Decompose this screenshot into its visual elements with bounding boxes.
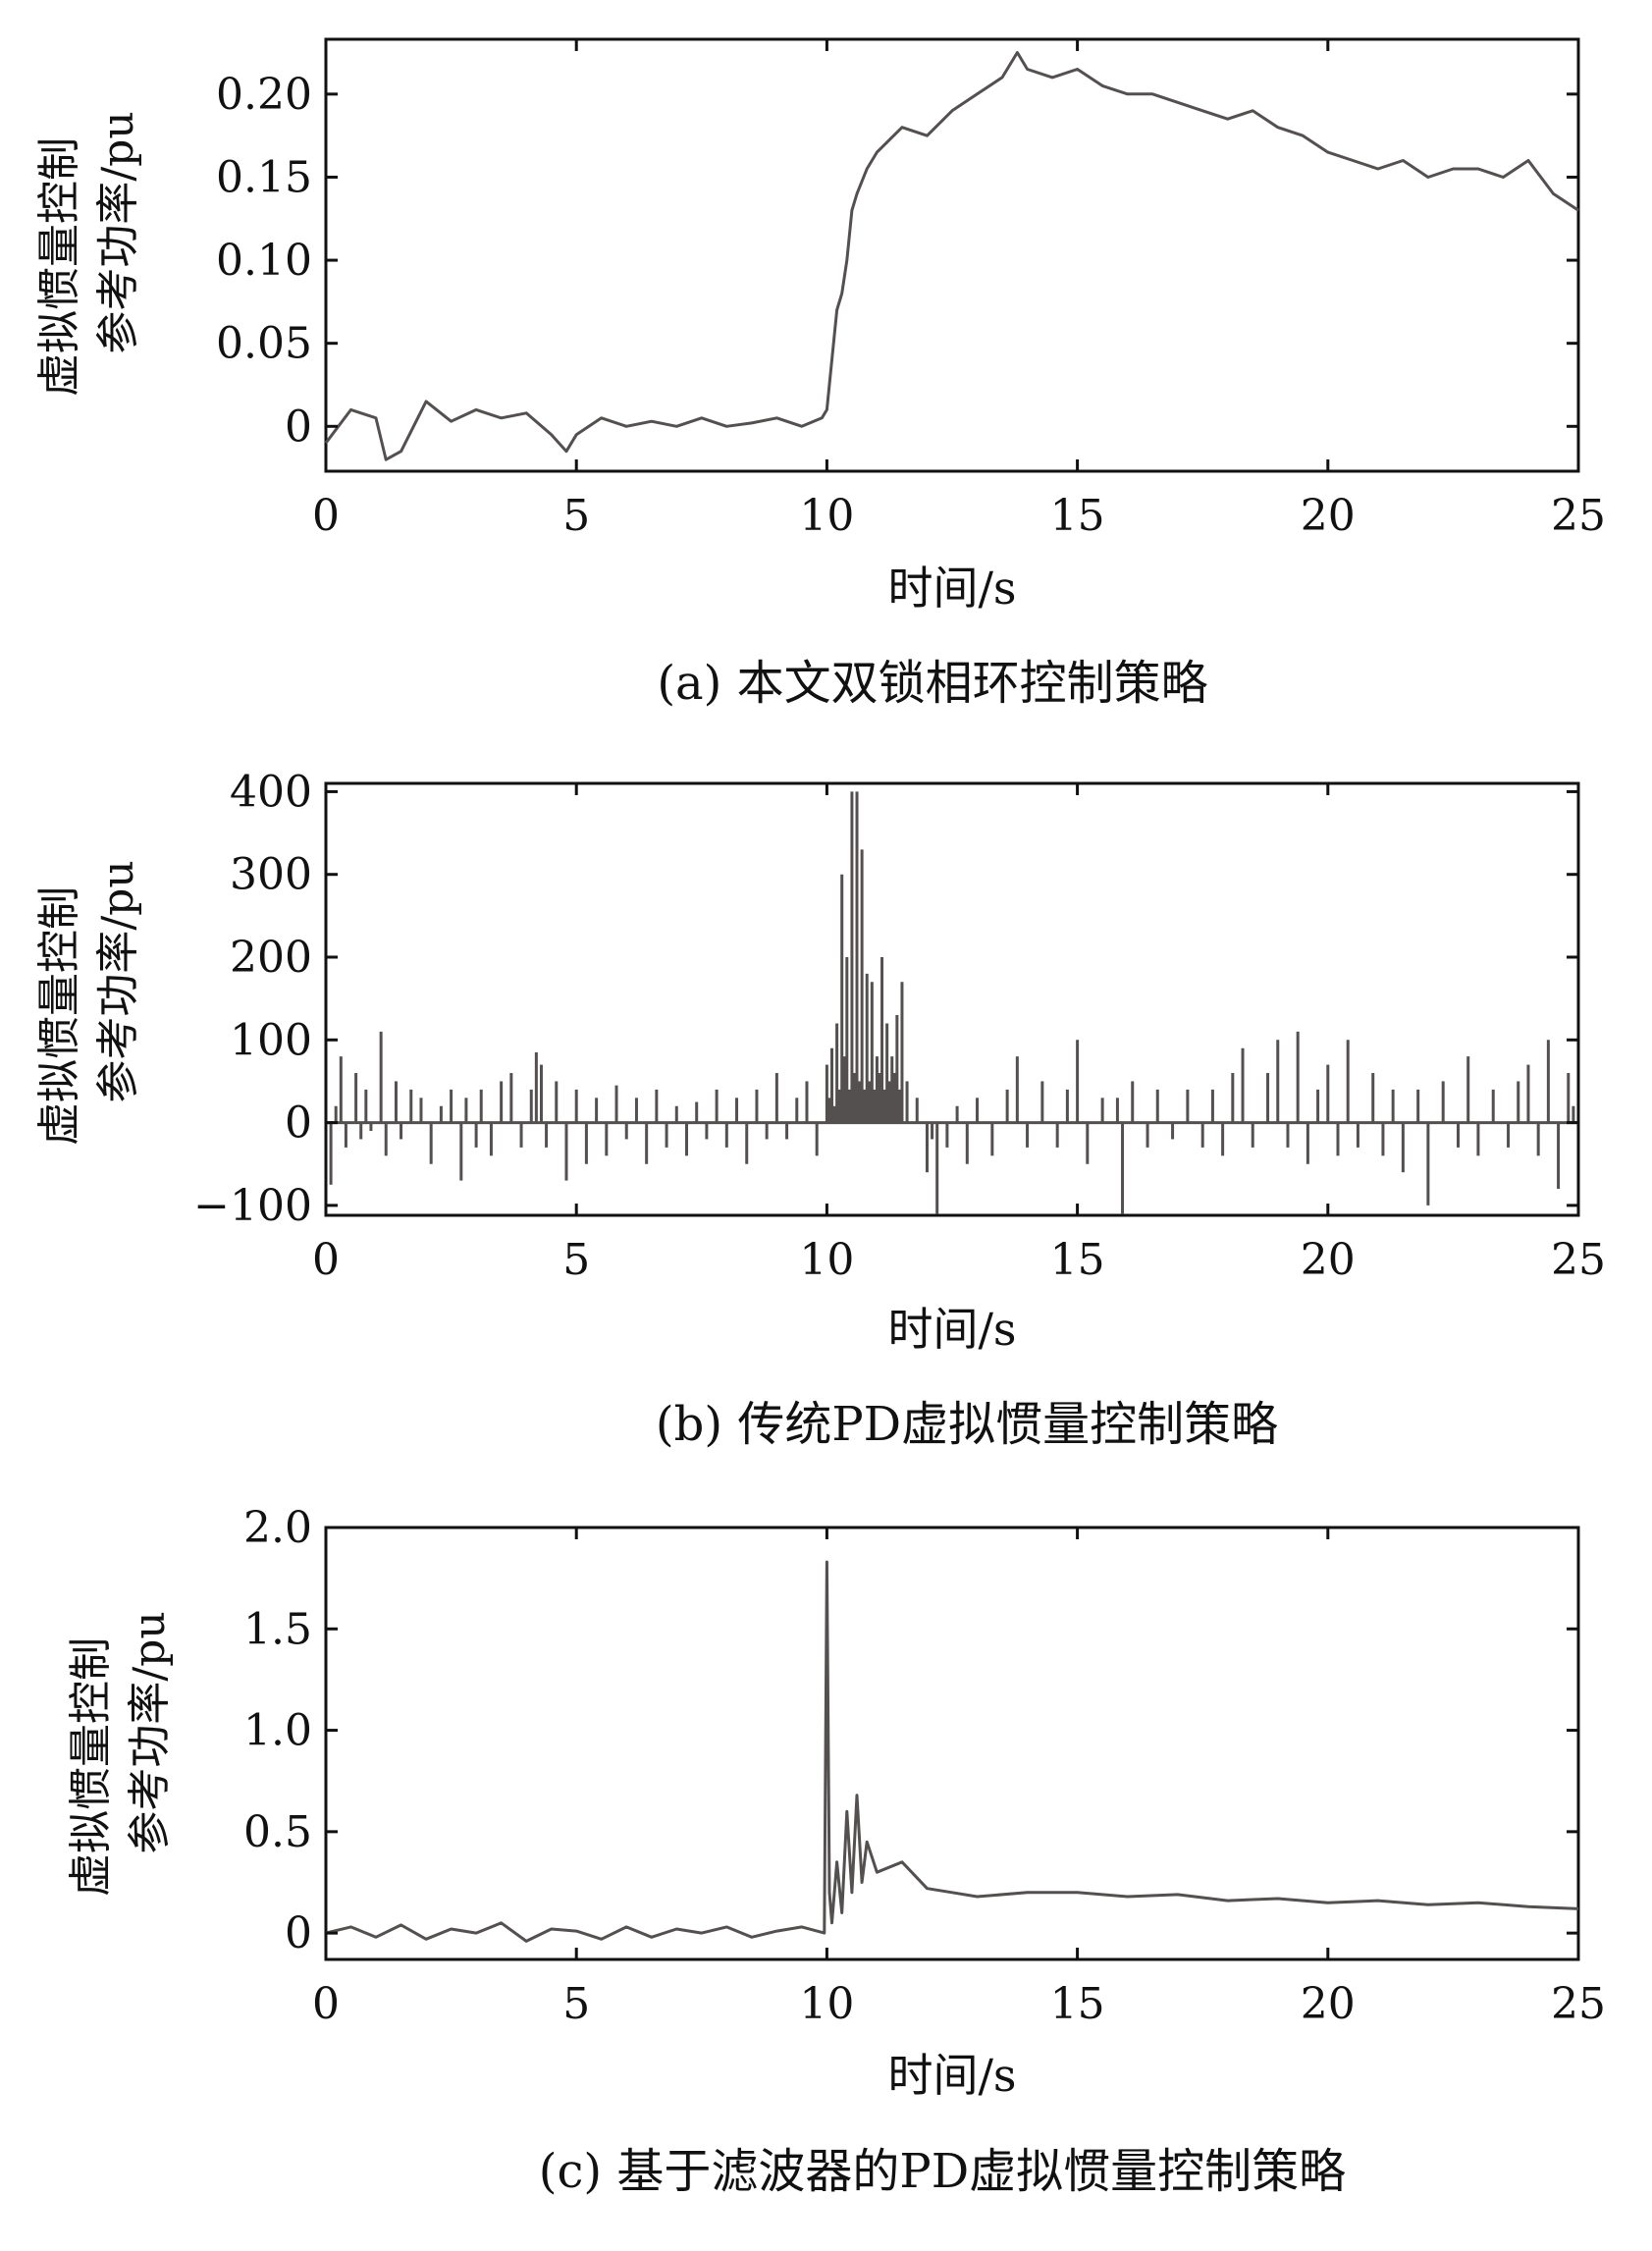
panel-c-x-tick-label: 15 bbox=[1050, 1979, 1105, 2029]
panel-a-x-tick-label: 0 bbox=[312, 491, 340, 541]
panel-a-y-tick-label: 0 bbox=[285, 402, 312, 452]
panel-b-x-tick-label: 5 bbox=[562, 1235, 590, 1285]
panel-b-ylabel-line2: 参考功率/pu bbox=[93, 860, 143, 1102]
panel-c-plot-area: 0 5 10 15 20 25 0 0.5 1.0 1.5 2.0 bbox=[243, 1503, 1606, 2029]
panel-a-y-tick-label: 0.05 bbox=[216, 319, 312, 369]
panel-b-ylabel: 虚拟惯量控制 参考功率/pu bbox=[34, 860, 143, 1146]
panel-b-y-ticks: −100 0 100 200 300 400 bbox=[193, 767, 1578, 1231]
panel-a-y-tick-label: 0.20 bbox=[216, 70, 312, 120]
panel-b-caption: (b) 传统PD虚拟惯量控制策略 bbox=[656, 1397, 1278, 1452]
panel-c-ylabel-line2: 参考功率/pu bbox=[125, 1611, 175, 1853]
panel-b-ylabel-line1: 虚拟惯量控制 bbox=[34, 886, 84, 1146]
panel-c-x-ticks: 0 5 10 15 20 25 bbox=[312, 1527, 1606, 2029]
panel-b-spikes bbox=[329, 791, 1575, 1214]
panel-c-y-tick-label: 2.0 bbox=[243, 1503, 312, 1553]
panel-a-xlabel: 时间/s bbox=[887, 562, 1016, 615]
panel-a-x-tick-label: 5 bbox=[562, 491, 590, 541]
panel-b-x-tick-label: 0 bbox=[312, 1235, 340, 1285]
panel-c-caption: (c) 基于滤波器的PD虚拟惯量控制策略 bbox=[539, 2144, 1346, 2199]
panel-a: 虚拟惯量控制 参考功率/pu 0 5 10 15 20 25 00.050.100.150… bbox=[34, 37, 1606, 711]
panel-a-ylabel-line2: 参考功率/pu bbox=[93, 111, 143, 353]
panel-a-x-tick-label: 25 bbox=[1551, 491, 1606, 541]
panel-a-x-tick-label: 20 bbox=[1301, 491, 1356, 541]
panel-b-y-tick-label: 0 bbox=[285, 1099, 312, 1149]
panel-a-ylabel-line1: 虚拟惯量控制 bbox=[34, 137, 84, 397]
panel-c-y-tick-label: 1.5 bbox=[243, 1604, 312, 1654]
panel-a-x-ticks: 0 5 10 15 20 25 bbox=[312, 39, 1606, 541]
panel-c-x-tick-label: 10 bbox=[799, 1979, 854, 2029]
panel-a-x-tick-label: 10 bbox=[799, 491, 854, 541]
panel-b-x-tick-label: 20 bbox=[1301, 1235, 1356, 1285]
panel-b-y-tick-label: 300 bbox=[230, 850, 312, 900]
panel-b: 虚拟惯量控制 参考功率/pu 0 5 10 15 20 25 −1000100200300… bbox=[34, 767, 1606, 1452]
panel-a-y-ticks: 0 0.05 0.10 0.15 0.20 bbox=[216, 70, 1578, 452]
panel-c-ylabel-line1: 虚拟惯量控制 bbox=[66, 1637, 116, 1897]
panel-b-x-tick-label: 15 bbox=[1050, 1235, 1105, 1285]
panel-a-y-tick-label: 0.15 bbox=[216, 152, 312, 202]
panel-c-y-ticks: 0 0.5 1.0 1.5 2.0 bbox=[243, 1503, 1578, 1958]
panel-c-series-line bbox=[325, 1560, 1579, 1943]
panel-b-y-tick-label: 200 bbox=[230, 933, 312, 983]
panel-b-x-tick-label: 10 bbox=[799, 1235, 854, 1285]
panel-a-series-line bbox=[324, 51, 1579, 461]
panel-c-y-tick-label: 1.0 bbox=[243, 1706, 312, 1756]
panel-b-y-tick-label: 400 bbox=[230, 767, 312, 817]
panel-c-x-tick-label: 20 bbox=[1301, 1979, 1356, 2029]
panel-a-ylabel: 虚拟惯量控制 参考功率/pu bbox=[34, 111, 143, 397]
panel-a-plot-area: 0 5 10 15 20 25 0 0.05 0.10 0.15 0.20 bbox=[216, 37, 1606, 541]
panel-c-x-tick-label: 0 bbox=[312, 1979, 340, 2029]
panel-c-y-tick-label: 0.5 bbox=[243, 1807, 312, 1857]
panel-c: 虚拟惯量控制 参考功率/pu 0 5 10 15 20 25 00.51.01.52.0 … bbox=[66, 1503, 1606, 2199]
panel-b-x-tick-label: 25 bbox=[1551, 1235, 1606, 1285]
panel-b-y-tick-label: −100 bbox=[193, 1181, 312, 1231]
panel-a-y-tick-label: 0.10 bbox=[216, 236, 312, 286]
panel-c-xlabel: 时间/s bbox=[887, 2049, 1016, 2102]
panel-a-caption: (a) 本文双锁相环控制策略 bbox=[657, 656, 1207, 711]
panel-a-x-tick-label: 15 bbox=[1050, 491, 1105, 541]
panel-c-y-tick-label: 0 bbox=[285, 1908, 312, 1958]
panel-c-x-tick-label: 5 bbox=[562, 1979, 590, 2029]
panel-c-x-tick-label: 25 bbox=[1551, 1979, 1606, 2029]
panel-b-x-ticks: 0 5 10 15 20 25 bbox=[312, 783, 1606, 1285]
panel-b-xlabel: 时间/s bbox=[887, 1303, 1016, 1356]
panel-b-y-tick-label: 100 bbox=[230, 1015, 312, 1065]
panel-c-ylabel: 虚拟惯量控制 参考功率/pu bbox=[66, 1611, 175, 1897]
panel-c-frame bbox=[324, 1526, 1580, 1961]
panel-a-frame bbox=[324, 37, 1580, 473]
panel-b-frame bbox=[324, 781, 1580, 1217]
